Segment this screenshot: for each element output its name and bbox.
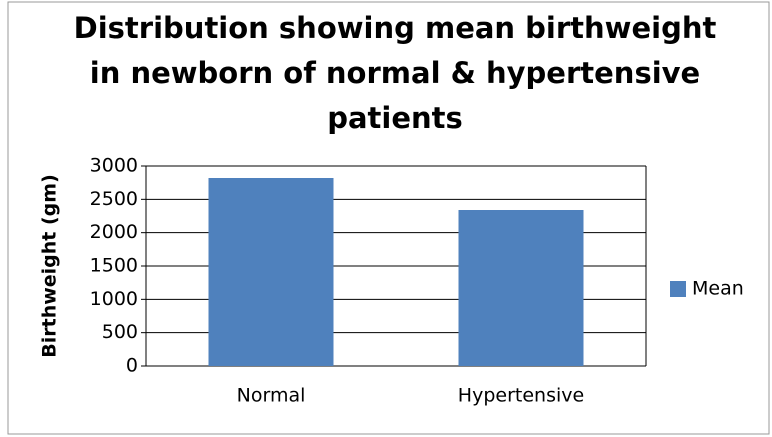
- y-tick-label: 3000: [90, 155, 138, 177]
- y-tick-label: 500: [102, 321, 138, 343]
- chart-border: [7, 1, 770, 435]
- y-axis-label: Birthweight (gm): [39, 174, 61, 358]
- y-tick-label: 1500: [90, 255, 138, 277]
- chart-title: patients: [327, 101, 463, 135]
- chart-title: in newborn of normal & hypertensive: [90, 56, 700, 90]
- x-tick-label: Normal: [237, 385, 306, 407]
- y-tick-label: 2000: [90, 221, 138, 243]
- chart-title: Distribution showing mean birthweight: [74, 11, 717, 45]
- bar: [458, 210, 584, 366]
- legend-swatch: [670, 281, 686, 297]
- y-tick-label: 1000: [90, 288, 138, 310]
- y-tick-label: 0: [126, 355, 138, 377]
- y-tick-label: 2500: [90, 188, 138, 210]
- legend-label: Mean: [692, 278, 744, 300]
- bar: [208, 178, 334, 366]
- x-tick-label: Hypertensive: [458, 385, 584, 407]
